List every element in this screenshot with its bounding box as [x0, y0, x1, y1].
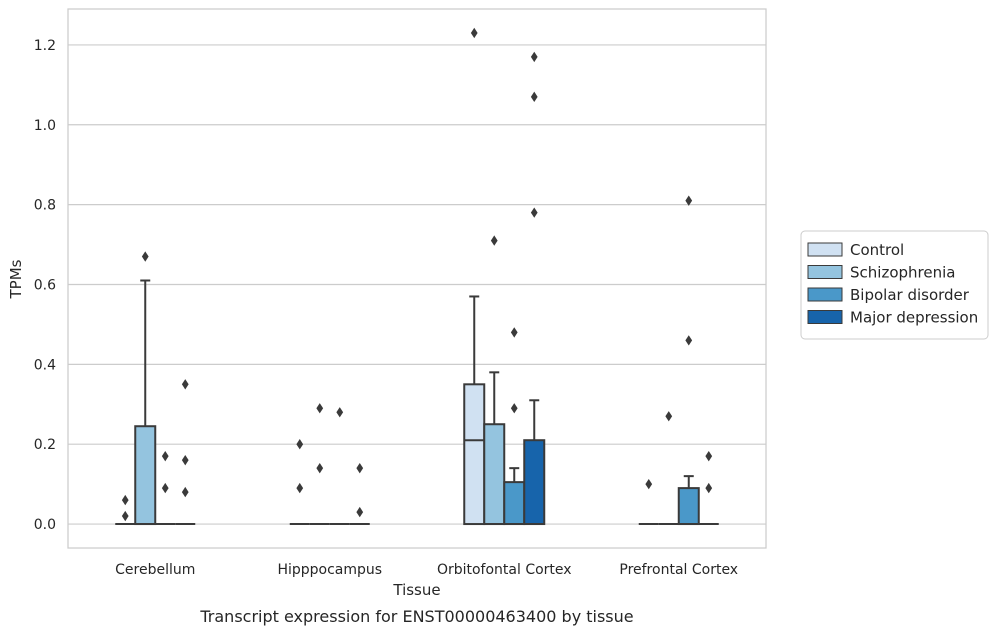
chart-caption: Transcript expression for ENST0000046340…: [199, 607, 633, 626]
box-iqr: [134, 425, 157, 526]
outlier-point: [316, 462, 324, 474]
box: [463, 295, 486, 526]
outlier-point: [665, 411, 673, 422]
outlier-point: [356, 506, 364, 518]
legend-swatch: [807, 265, 843, 279]
box-iqr: [677, 487, 700, 526]
y-tick-label: 1.2: [34, 38, 56, 54]
box: [134, 279, 157, 526]
legend-frame: [800, 230, 989, 340]
legend-swatch: [807, 310, 843, 324]
y-axis-label: TPMs: [7, 259, 25, 299]
outlier-point: [121, 510, 129, 522]
y-tick-label: 0.2: [34, 437, 56, 453]
outlier-point: [336, 407, 344, 418]
legend: Control Schizophrenia Bipolar disorder Majo…: [800, 230, 989, 340]
outlier-point: [530, 51, 538, 63]
outlier-point: [181, 454, 189, 466]
legend-label: Major depression: [850, 309, 978, 327]
y-tick-label: 0.8: [34, 198, 56, 214]
legend-swatch: [807, 242, 843, 257]
outlier-point: [121, 494, 129, 506]
outlier-point: [161, 450, 169, 462]
y-tick-label: 0.4: [34, 357, 56, 373]
x-tick-label: Hipppocampus: [277, 562, 382, 578]
box-iqr: [503, 481, 526, 526]
outlier-point: [685, 335, 693, 346]
outlier-point: [530, 91, 538, 103]
outlier-point: [490, 235, 498, 246]
outlier-point: [470, 27, 478, 39]
y-tick-label: 0.0: [34, 517, 56, 533]
legend-swatch: [807, 287, 843, 302]
box: [677, 475, 700, 526]
outlier-point: [296, 482, 304, 494]
outlier-point: [530, 207, 538, 218]
outlier-point: [645, 478, 653, 490]
outlier-point: [510, 327, 518, 338]
outlier-point: [296, 439, 304, 450]
y-tick-label: 0.6: [34, 277, 56, 293]
outlier-point: [510, 403, 518, 414]
y-tick-labels: 0.0 0.2 0.4 0.6 0.8 1.0 1.2: [34, 38, 56, 533]
outlier-point: [181, 379, 189, 390]
outlier-point: [316, 403, 324, 414]
x-tick-label: Prefrontal Cortex: [619, 562, 738, 578]
boxes: [115, 279, 719, 526]
outlier-point: [705, 450, 713, 462]
outlier-point: [161, 482, 169, 494]
box-iqr: [463, 383, 486, 526]
outlier-point: [181, 486, 189, 498]
outlier-point: [705, 482, 713, 494]
legend-label: Schizophrenia: [850, 264, 955, 282]
box: [483, 371, 506, 526]
y-tick-label: 1.0: [34, 118, 56, 134]
box-iqr: [483, 423, 506, 526]
x-tick-labels: Cerebellum Hipppocampus Orbitofontal Corte…: [115, 562, 738, 578]
x-tick-label: Cerebellum: [115, 562, 195, 578]
x-axis-label: Tissue: [392, 581, 440, 599]
grid-lines: [68, 44, 766, 525]
x-tick-label: Orbitofontal Cortex: [437, 562, 572, 578]
box: [523, 399, 546, 526]
outlier-point: [685, 195, 693, 206]
plot-frame: [67, 8, 767, 549]
box: [503, 467, 526, 526]
box-iqr: [523, 439, 546, 526]
legend-label: Bipolar disorder: [850, 286, 970, 304]
outlier-point: [356, 462, 364, 474]
outlier-point: [141, 251, 149, 262]
legend-label: Control: [850, 241, 904, 259]
outliers: [121, 27, 713, 522]
